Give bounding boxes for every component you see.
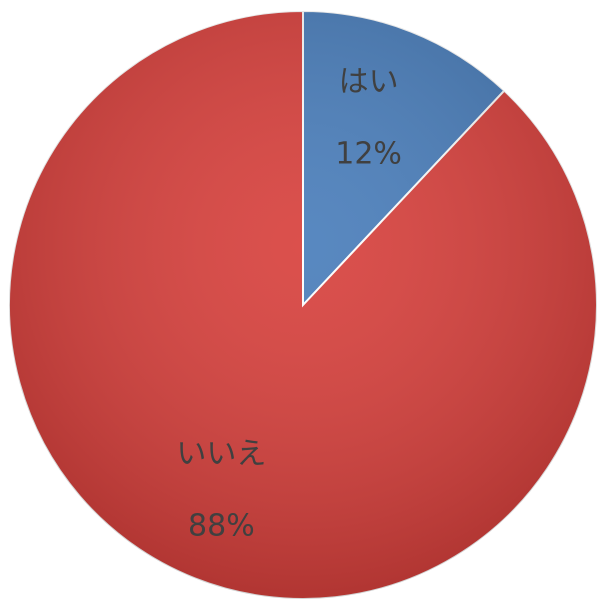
slice-value-label: 88%: [188, 508, 255, 543]
slice-category: はい: [339, 65, 399, 100]
pie-slice: [8, 9, 598, 600]
slice-value-label: 12%: [335, 137, 402, 172]
slice-category: いいえ: [176, 436, 266, 471]
